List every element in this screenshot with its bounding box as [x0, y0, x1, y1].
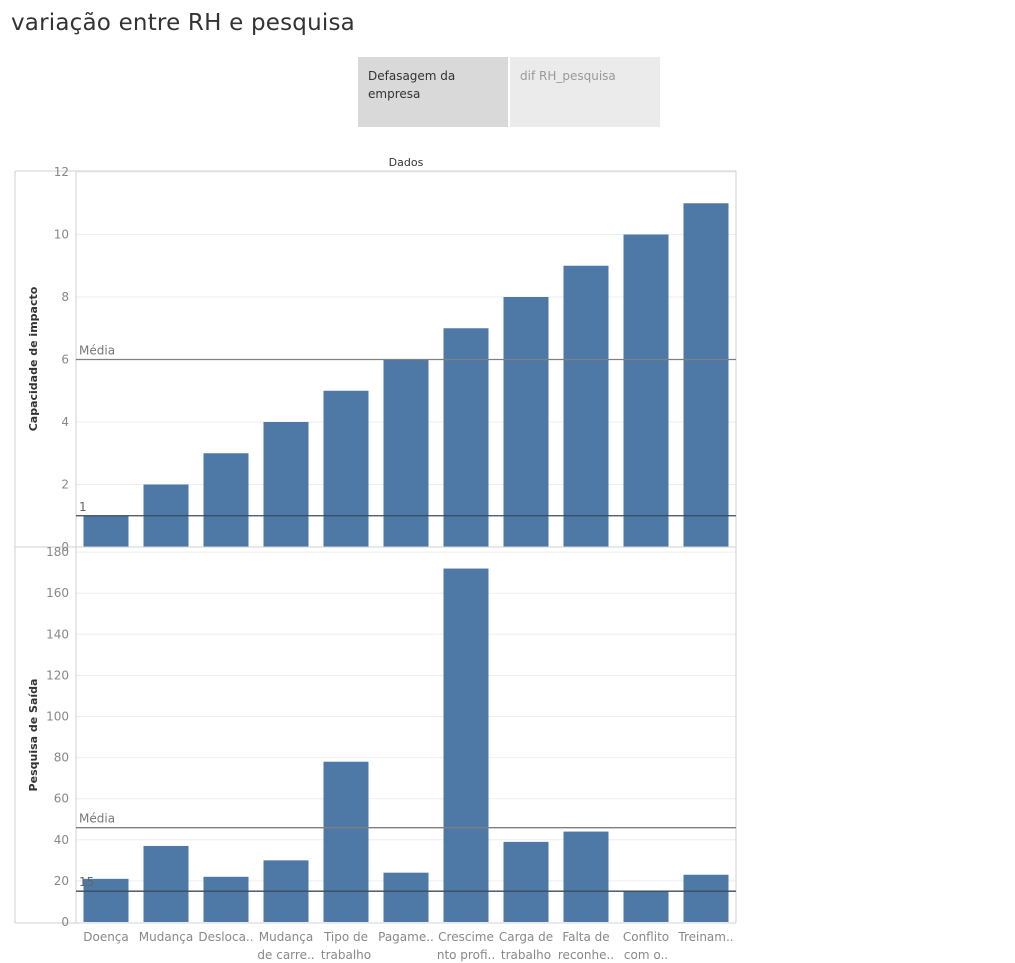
bar	[443, 328, 489, 547]
bar	[563, 265, 609, 547]
y-tick-label: 2	[61, 478, 69, 492]
y-tick-label: 6	[61, 353, 69, 367]
x-tick-label: trabalho	[321, 948, 371, 962]
bar	[263, 422, 309, 547]
x-tick-label: de carre..	[257, 948, 314, 962]
y-tick-label: 100	[46, 710, 69, 724]
y-tick-label: 80	[54, 751, 69, 765]
chart-title: Dados	[389, 156, 424, 169]
y-tick-label: 4	[61, 415, 69, 429]
bar	[503, 841, 549, 922]
y-tick-label: 180	[46, 545, 69, 559]
bar	[383, 872, 429, 922]
bar	[83, 515, 129, 547]
y-tick-label: 20	[54, 874, 69, 888]
reference-line-label: 1	[79, 500, 87, 514]
bar	[563, 831, 609, 922]
page-title: variação entre RH e pesquisa	[11, 10, 355, 36]
y-tick-label: 8	[61, 290, 69, 304]
y-tick-label: 140	[46, 627, 69, 641]
bar	[263, 860, 309, 922]
bar	[203, 453, 249, 547]
x-tick-label: Conflito	[623, 930, 669, 944]
x-tick-label: Falta de	[562, 930, 609, 944]
tab-dif-rh-pesquisa[interactable]: dif RH_pesquisa	[510, 57, 660, 127]
y-tick-label: 40	[54, 833, 69, 847]
x-tick-label: reconhe..	[558, 948, 614, 962]
y-tick-label: 0	[61, 540, 69, 554]
x-tick-label: Tipo de	[323, 930, 368, 944]
bar	[383, 359, 429, 547]
reference-line-label: 15	[79, 875, 94, 889]
x-tick-label: Crescime	[438, 930, 494, 944]
y-tick-label: 120	[46, 668, 69, 682]
y-tick-label: 160	[46, 586, 69, 600]
y-tick-label: 12	[54, 165, 69, 179]
bar	[83, 878, 129, 922]
x-tick-label: Pagame..	[378, 930, 434, 944]
bar	[683, 203, 729, 547]
bar	[443, 568, 489, 922]
x-tick-label: com o..	[624, 948, 668, 962]
bar	[323, 761, 369, 922]
x-tick-label: Treinam..	[677, 930, 733, 944]
bar	[143, 484, 189, 547]
x-tick-label: nto profi..	[437, 948, 495, 962]
x-tick-label: Desloca..	[198, 930, 253, 944]
reference-line-label: Média	[79, 812, 115, 826]
bar	[143, 845, 189, 922]
x-tick-label: Doença	[83, 930, 129, 944]
x-tick-label: Mudança	[259, 930, 314, 944]
bar	[683, 874, 729, 922]
x-tick-label: Mudança	[139, 930, 194, 944]
x-tick-label: trabalho	[501, 948, 551, 962]
y-axis-label: Pesquisa de Saída	[27, 679, 40, 792]
bar	[503, 297, 549, 547]
y-tick-label: 60	[54, 792, 69, 806]
y-axis-label: Capacidade de impacto	[27, 286, 40, 431]
x-tick-label: Carga de	[499, 930, 553, 944]
y-tick-label: 0	[61, 915, 69, 929]
bar	[323, 390, 369, 547]
bar	[203, 876, 249, 922]
tab-defasagem-da-empresa[interactable]: Defasagem da empresa	[358, 57, 508, 127]
bar	[623, 891, 669, 922]
bar	[623, 234, 669, 547]
reference-line-label: Média	[79, 344, 115, 358]
y-tick-label: 10	[54, 228, 69, 242]
